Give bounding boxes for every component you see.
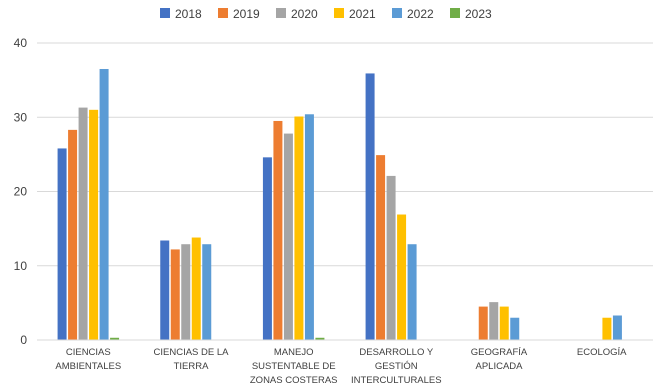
legend-swatch-2018	[160, 8, 170, 18]
bar-2022	[510, 317, 520, 340]
bar-2020	[386, 175, 396, 340]
bar-2022	[407, 244, 417, 340]
bar-2018	[57, 148, 67, 340]
bar-2023	[315, 337, 325, 340]
bar-2022	[304, 114, 314, 340]
legend-label: 2023	[465, 7, 492, 21]
bar-2021	[191, 237, 201, 340]
x-tick-label: DESARROLLO Y GESTIÓN INTERCULTURALES	[351, 347, 442, 386]
legend-swatch-2021	[334, 8, 344, 18]
legend-swatch-2020	[276, 8, 286, 18]
x-tick-label: CIENCIAS DE LA TIERRA	[154, 347, 230, 372]
legend-label: 2018	[175, 7, 202, 21]
bar-2018	[365, 73, 375, 340]
legend-swatch-2019	[218, 8, 228, 18]
bar-2019	[68, 129, 78, 340]
bar-2022	[202, 244, 212, 340]
bar-2021	[602, 317, 612, 340]
legend-label: 2019	[233, 7, 260, 21]
bars	[57, 68, 622, 341]
x-axis: CIENCIAS AMBIENTALES CIENCIAS DE LA TIERRA M…	[37, 339, 653, 386]
legend-swatch-2023	[450, 8, 460, 18]
bar-2019	[478, 306, 488, 340]
bar-2022	[612, 315, 622, 340]
bar-2019	[170, 249, 180, 340]
legend: 2018 2019 2020 2021 2022 2023	[160, 7, 492, 21]
x-tick-label: CIENCIAS AMBIENTALES	[55, 347, 121, 372]
bar-2018	[262, 157, 272, 340]
legend-label: 2020	[291, 7, 318, 21]
y-tick-label: 20	[14, 185, 28, 199]
bar-2021	[397, 214, 407, 340]
x-tick-label: MANEJO SUSTENTABLE DE ZONAS COSTERAS	[250, 347, 338, 386]
y-tick-label: 0	[20, 333, 27, 347]
bar-2021	[89, 109, 99, 340]
x-tick-label: ECOLOGÍA	[577, 347, 627, 358]
gridlines	[37, 42, 653, 267]
legend-label: 2022	[407, 7, 434, 21]
legend-swatch-2022	[392, 8, 402, 18]
bar-2020	[283, 133, 293, 340]
bar-2021	[499, 306, 509, 340]
y-tick-label: 30	[14, 110, 28, 124]
y-tick-label: 40	[14, 36, 28, 50]
bar-2022	[99, 68, 109, 341]
bar-2023	[110, 337, 120, 340]
y-axis: 0 10 20 30 40	[14, 36, 28, 347]
bar-2018	[160, 240, 170, 340]
bar-2021	[294, 116, 304, 340]
y-tick-label: 10	[14, 259, 28, 273]
bar-2020	[489, 302, 499, 340]
x-tick-label: GEOGRAFÍA APLICADA	[471, 347, 528, 372]
bar-2020	[181, 244, 191, 340]
bar-2019	[273, 120, 283, 341]
legend-label: 2021	[349, 7, 376, 21]
bar-2019	[376, 155, 386, 340]
bar-2020	[78, 107, 88, 340]
